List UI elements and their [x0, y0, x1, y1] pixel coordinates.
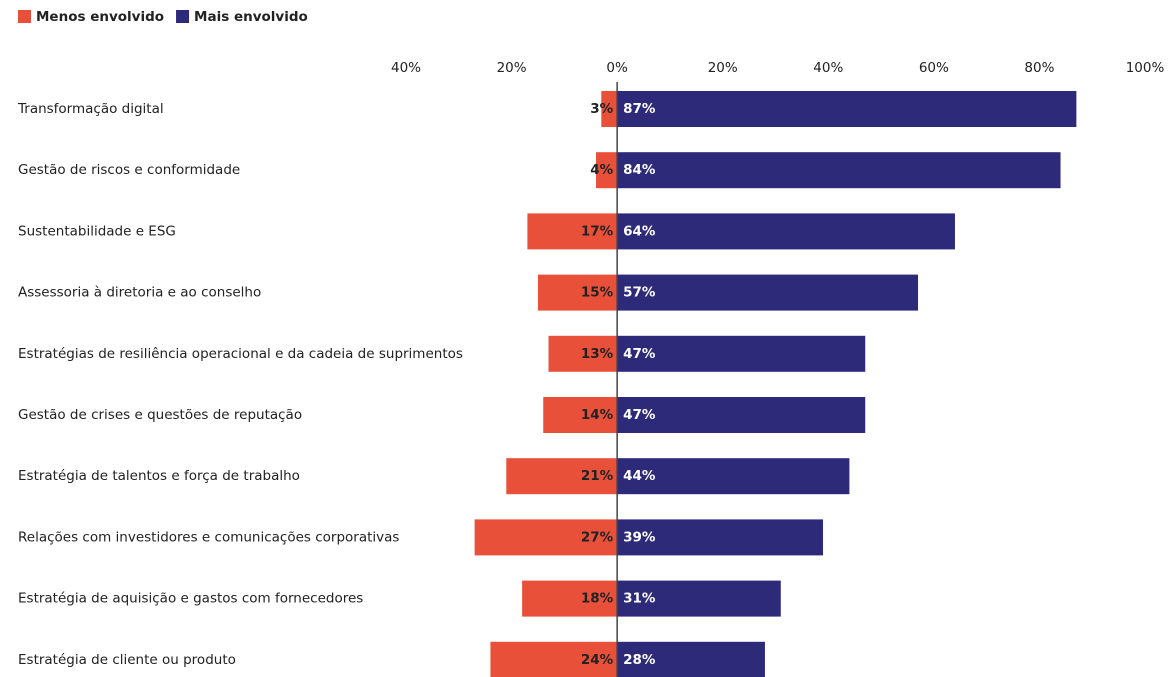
bar [617, 641, 765, 677]
value-label: 4% [590, 162, 613, 178]
legend-swatch [176, 10, 190, 23]
bar [490, 641, 618, 677]
bar [617, 213, 955, 250]
bar [543, 397, 618, 433]
bar [537, 274, 618, 311]
bar [617, 519, 824, 556]
x-tick-label: 40% [391, 60, 421, 76]
x-tick-label: 60% [919, 60, 949, 76]
value-label: 27% [581, 529, 614, 545]
value-label: 84% [623, 162, 656, 178]
bar [474, 519, 618, 556]
value-label: 64% [623, 223, 656, 239]
x-tick-label: 80% [1024, 60, 1054, 76]
category-label: Transformação digital [17, 101, 164, 117]
bar [522, 580, 618, 617]
x-tick-label: 40% [813, 60, 843, 76]
value-label: 17% [581, 223, 614, 239]
value-label: 14% [581, 407, 614, 423]
bar [617, 580, 781, 617]
bar [601, 91, 618, 127]
value-label: 24% [581, 652, 614, 668]
value-label: 18% [581, 591, 614, 607]
bar [617, 274, 919, 311]
value-label: 21% [581, 468, 614, 484]
value-label: 31% [623, 591, 656, 607]
legend-label: Menos envolvido [36, 9, 164, 25]
value-label: 28% [623, 652, 656, 668]
value-label: 13% [581, 346, 614, 362]
value-label: 57% [623, 285, 656, 301]
category-label: Assessoria à diretoria e ao conselho [18, 285, 261, 301]
category-label: Estratégia de talentos e força de trabal… [18, 468, 300, 484]
x-tick-label: 20% [708, 60, 738, 76]
category-label: Estratégias de resiliência operacional e… [18, 346, 463, 362]
value-label: 47% [623, 346, 656, 362]
value-label: 3% [590, 101, 613, 117]
value-label: 39% [623, 529, 656, 545]
value-label: 47% [623, 407, 656, 423]
value-label: 87% [623, 101, 656, 117]
bar [617, 335, 866, 372]
value-label: 44% [623, 468, 656, 484]
category-label: Gestão de riscos e conformidade [18, 162, 240, 178]
bar [617, 397, 866, 433]
bar [596, 152, 618, 189]
x-tick-label: 100% [1126, 60, 1165, 76]
x-tick-label: 20% [497, 60, 527, 76]
bar [506, 458, 618, 495]
category-label: Sustentabilidade e ESG [18, 223, 176, 239]
category-label: Relações com investidores e comunicações… [18, 529, 399, 545]
bar [527, 213, 618, 250]
bar [617, 91, 1077, 127]
x-tick-label: 0% [606, 60, 628, 76]
category-label: Estratégia de aquisição e gastos com for… [18, 591, 363, 607]
category-label: Gestão de crises e questões de reputação [18, 407, 302, 423]
legend-label: Mais envolvido [194, 9, 308, 25]
category-label: Estratégia de cliente ou produto [18, 652, 236, 668]
bar [617, 152, 1061, 189]
bar [548, 335, 618, 372]
value-label: 15% [581, 285, 614, 301]
bar [617, 458, 850, 495]
legend-swatch [18, 10, 31, 23]
